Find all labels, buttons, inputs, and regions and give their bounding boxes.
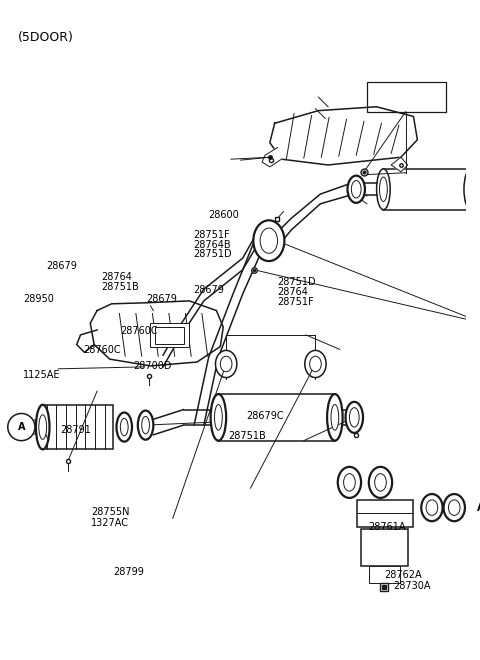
Ellipse shape (310, 356, 321, 372)
Ellipse shape (142, 416, 149, 434)
Text: 28950: 28950 (24, 294, 54, 304)
Text: 28764: 28764 (102, 273, 132, 282)
Text: 28700D: 28700D (133, 361, 171, 371)
Polygon shape (90, 301, 223, 366)
Text: 28764B: 28764B (193, 240, 231, 249)
Text: 28730A: 28730A (394, 581, 431, 591)
Ellipse shape (260, 228, 277, 253)
Bar (218, 394, 335, 441)
Ellipse shape (215, 405, 222, 430)
Ellipse shape (331, 405, 339, 430)
Ellipse shape (36, 405, 49, 449)
Bar (150, 323, 189, 347)
Text: 28751F: 28751F (193, 230, 230, 240)
Text: 28751F: 28751F (277, 297, 314, 307)
Ellipse shape (464, 169, 478, 210)
Ellipse shape (120, 418, 128, 436)
Ellipse shape (348, 176, 365, 203)
Text: 1125AE: 1125AE (24, 370, 61, 379)
Polygon shape (391, 157, 408, 172)
Ellipse shape (327, 394, 343, 441)
Ellipse shape (369, 467, 392, 498)
Text: A: A (18, 422, 25, 432)
Text: 28600: 28600 (209, 210, 240, 220)
Bar (361, 529, 408, 566)
Text: 28760C: 28760C (83, 345, 120, 355)
Ellipse shape (426, 500, 438, 515)
Text: 28791: 28791 (60, 425, 92, 435)
Text: (5DOOR): (5DOOR) (17, 31, 73, 44)
Ellipse shape (338, 467, 361, 498)
Ellipse shape (216, 350, 237, 378)
Text: 28679: 28679 (47, 261, 77, 271)
Bar (357, 500, 413, 527)
Ellipse shape (305, 350, 326, 378)
Polygon shape (262, 148, 281, 167)
Ellipse shape (448, 500, 460, 515)
Bar (369, 566, 400, 583)
Text: 1327AC: 1327AC (91, 517, 129, 528)
Bar (367, 82, 446, 112)
Ellipse shape (117, 412, 132, 442)
Ellipse shape (211, 394, 226, 441)
Ellipse shape (351, 181, 361, 198)
Text: 28760C: 28760C (120, 325, 158, 335)
Polygon shape (270, 107, 418, 165)
Bar (43, 405, 113, 449)
Ellipse shape (444, 494, 465, 521)
Ellipse shape (421, 494, 443, 521)
Text: 28799: 28799 (114, 567, 144, 577)
Bar (156, 327, 184, 344)
Text: 28764: 28764 (277, 287, 308, 297)
Text: 28761A: 28761A (368, 522, 406, 532)
Ellipse shape (346, 402, 363, 433)
Text: 28751D: 28751D (277, 277, 316, 288)
Text: 28679: 28679 (146, 294, 177, 304)
Ellipse shape (377, 169, 390, 210)
Text: 28751B: 28751B (228, 431, 266, 442)
Text: 28679C: 28679C (246, 411, 284, 421)
Ellipse shape (39, 414, 47, 440)
Text: 28762A: 28762A (384, 570, 422, 580)
Circle shape (467, 494, 480, 521)
Text: A: A (477, 503, 480, 513)
Text: 28751B: 28751B (102, 282, 139, 292)
Text: 28751D: 28751D (193, 249, 232, 259)
Ellipse shape (344, 474, 355, 491)
Ellipse shape (138, 411, 153, 440)
Text: 28755N: 28755N (91, 508, 129, 517)
Text: 28679: 28679 (193, 285, 224, 295)
Circle shape (8, 413, 35, 441)
Ellipse shape (349, 408, 359, 427)
Ellipse shape (220, 356, 232, 372)
Bar (384, 169, 471, 210)
Ellipse shape (253, 220, 284, 261)
Ellipse shape (375, 474, 386, 491)
